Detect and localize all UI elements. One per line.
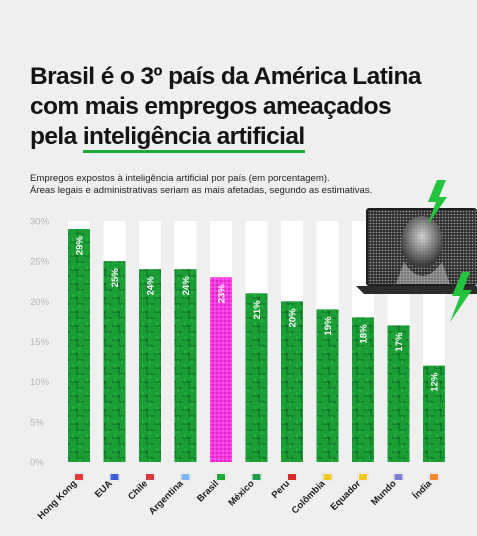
category-label-equador: Equador [328, 477, 363, 512]
bars [68, 229, 445, 462]
bar-equador [352, 317, 374, 462]
lightning-bolt-icon [450, 272, 472, 322]
y-tick-label: 25% [30, 257, 50, 268]
bar-colombia [316, 309, 339, 462]
ai-head-laptop-icon [356, 208, 477, 294]
flag-color [217, 474, 225, 480]
headline: Brasil é o 3º país da América Latina com… [30, 62, 450, 153]
bar-argentina [174, 269, 197, 462]
flag-color [75, 474, 83, 480]
laptop-base [356, 286, 477, 294]
category-label-chile: Chile [125, 478, 149, 502]
flag-color [146, 474, 154, 480]
value-label-peru: 20% [287, 308, 298, 328]
bar-chile [139, 269, 161, 462]
y-axis: 0% 5% 10% 15% 20% 25% 30% [30, 217, 50, 469]
value-labels: 29% 25% 24% 24% 23% 21% 20% 19% 18% 17% 12% [74, 236, 440, 392]
lightning-bolt-icon [427, 180, 447, 226]
flag-color [181, 474, 190, 480]
flag-color [323, 474, 332, 480]
bar-eua [103, 261, 126, 462]
bar-india [423, 365, 445, 462]
bar-peru [281, 301, 303, 462]
bar-mundo [387, 325, 410, 462]
value-label-colombia: 19% [323, 316, 334, 336]
y-tick-label: 10% [30, 377, 50, 388]
flags [73, 472, 440, 482]
subtitle-line-2: Áreas legais e administrativas seriam as… [30, 185, 373, 196]
value-label-brasil: 23% [216, 284, 227, 304]
category-label-mexico: México [226, 477, 256, 507]
y-tick-label: 15% [30, 337, 50, 348]
category-label-brasil: Brasil [194, 478, 220, 504]
bar-hong-kong [68, 229, 90, 462]
value-label-chile: 24% [145, 276, 156, 296]
flag-color [110, 474, 119, 480]
value-label-equador: 18% [358, 324, 369, 344]
bar-brasil [210, 277, 232, 462]
value-label-argentina: 24% [181, 276, 192, 296]
headline-highlight: inteligência artificial [82, 123, 305, 153]
value-label-mundo: 17% [394, 332, 405, 352]
y-tick-label: 20% [30, 297, 50, 308]
flag-color [252, 474, 261, 480]
flag-color [288, 474, 296, 480]
ai-head-neck [396, 262, 450, 284]
category-label-hong-kong: Hong Kong [35, 477, 79, 521]
bar-mexico [245, 293, 268, 462]
category-label-argentina: Argentina [146, 477, 185, 516]
headline-line-1: Brasil é o 3º país da América Latina [30, 63, 421, 90]
flag-color [394, 474, 403, 480]
category-label-mundo: Mundo [368, 477, 398, 507]
subtitle: Empregos expostos à inteligência artific… [30, 173, 470, 197]
flag-color [359, 474, 367, 480]
headline-line-2: com mais empregos ameaçados [30, 93, 392, 120]
y-tick-label: 30% [30, 217, 50, 228]
value-label-hong-kong: 29% [74, 236, 85, 256]
flag-color [430, 474, 438, 480]
y-tick-label: 0% [30, 458, 44, 469]
value-label-eua: 25% [110, 268, 121, 288]
category-label-colombia: Colômbia [289, 477, 328, 516]
value-label-mexico: 21% [252, 300, 263, 320]
subtitle-line-1: Empregos expostos à inteligência artific… [30, 173, 330, 184]
headline-line-3-prefix: pela [30, 123, 83, 150]
value-label-india: 12% [429, 372, 440, 392]
y-tick-label: 5% [30, 417, 44, 428]
ai-head [401, 216, 443, 268]
